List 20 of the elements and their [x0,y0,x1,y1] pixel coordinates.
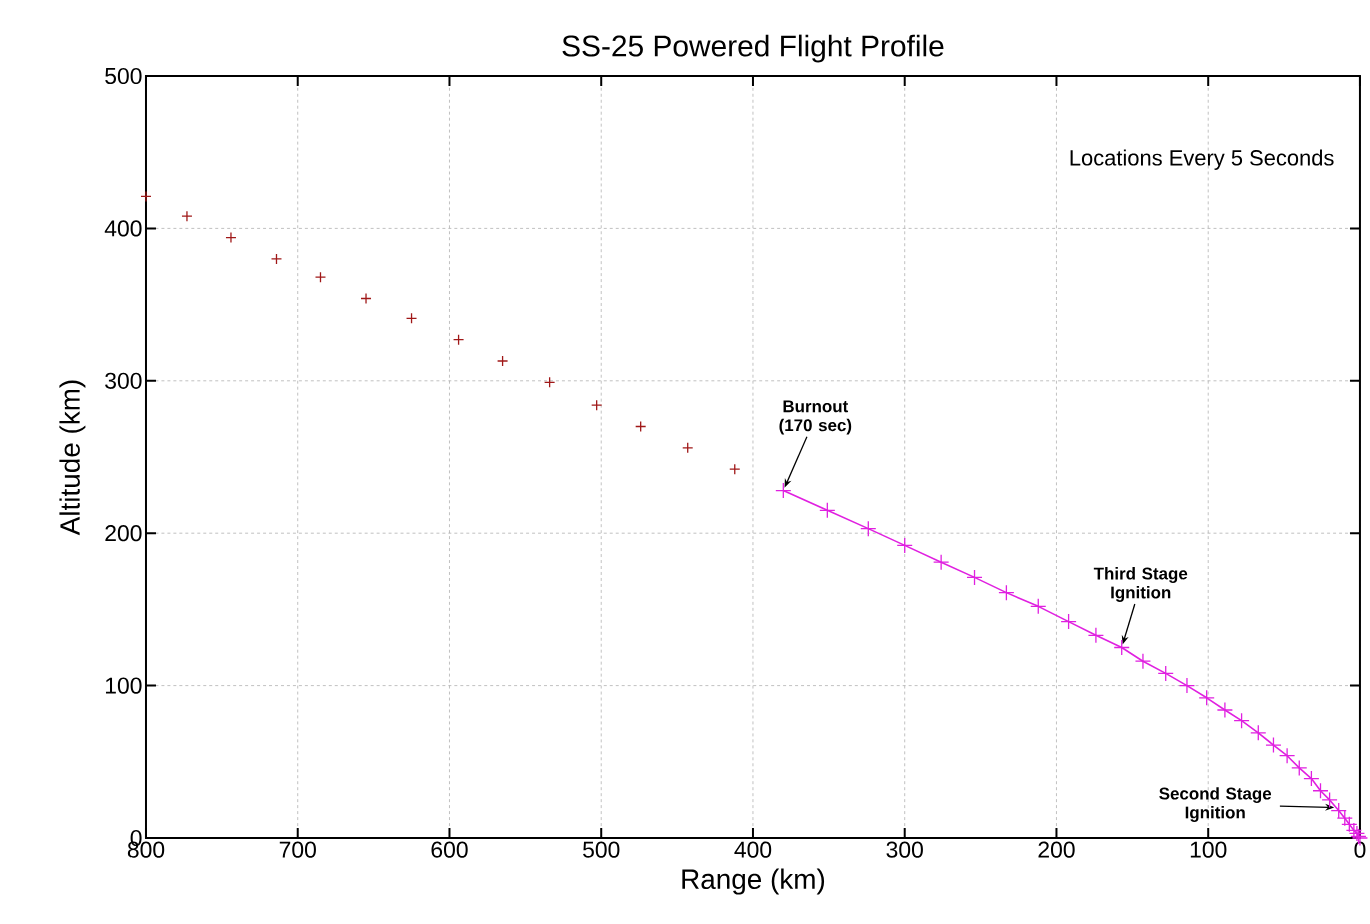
annotation: Third Stage Ignition [1093,567,1188,602]
x-tick-label: 200 [1038,841,1075,858]
y-tick-label: 400 [104,220,142,237]
x-tick-label: 0 [1354,841,1366,858]
y-tick-label: 500 [105,67,142,85]
annotation: Locations Every 5 Seconds [1070,149,1334,170]
x-tick-label: 700 [279,841,316,858]
chart-title: SS-25 Powered Flight Profile [562,34,944,63]
y-tick-label: 200 [105,525,142,542]
annotation: Burnout (170 sec) [779,400,852,435]
x-tick-label: 400 [734,841,772,858]
y-tick-label: 300 [105,372,142,389]
y-axis-title: Altitude (km) [59,380,86,536]
x-tick-label: 600 [431,841,468,858]
x-tick-label: 300 [886,841,923,858]
x-tick-label: 500 [583,841,620,858]
x-axis-title: Range (km) [682,868,825,895]
x-tick-label: 100 [1190,841,1227,858]
annotation: Second Stage Ignition [1159,787,1272,822]
y-tick-label: 100 [105,677,142,694]
